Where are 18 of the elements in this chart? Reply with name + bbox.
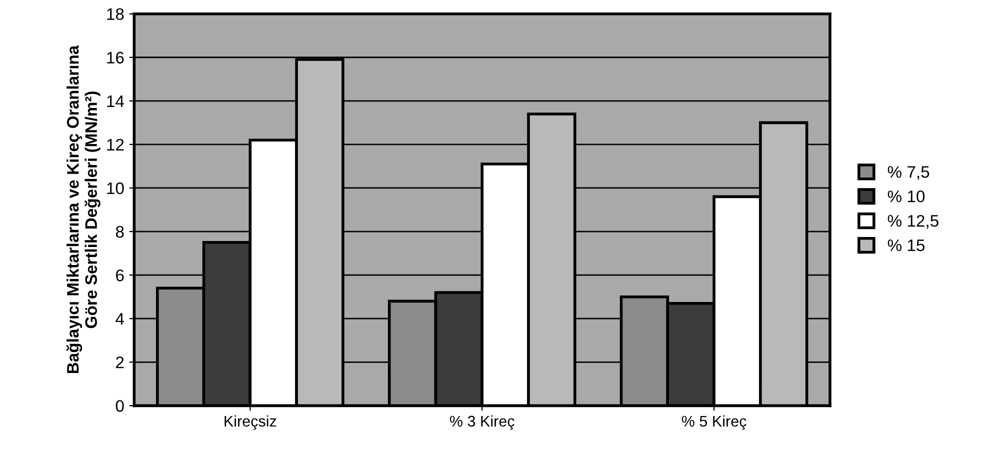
y-tick-label: 18 bbox=[107, 8, 124, 20]
y-tick-label: 0 bbox=[116, 400, 124, 412]
y-tick-label: 4 bbox=[116, 313, 124, 325]
legend-label: % 15 bbox=[888, 239, 925, 252]
legend-label: % 7,5 bbox=[888, 166, 930, 180]
y-tick-label: 2 bbox=[116, 356, 124, 368]
x-tick-label: Kireçsiz bbox=[224, 415, 276, 430]
x-tick-label: % 3 Kireç bbox=[450, 415, 514, 430]
y-tick-label: 12 bbox=[107, 138, 124, 150]
y-axis-title: Bağlayıcı Miktarlarına ve Kireç Oranlarına Göre Sertlik Değerleri (MN/m²) bbox=[66, 45, 100, 374]
y-tick-label: 8 bbox=[116, 226, 124, 238]
x-tick-label: % 5 Kireç bbox=[682, 415, 746, 430]
y-tick-label: 10 bbox=[107, 182, 124, 194]
legend-label: % 12,5 bbox=[888, 214, 938, 229]
y-tick-label: 6 bbox=[116, 269, 124, 282]
legend-label: % 10 bbox=[888, 190, 925, 202]
y-tick-label: 16 bbox=[107, 52, 124, 64]
y-tick-label: 14 bbox=[107, 95, 124, 107]
